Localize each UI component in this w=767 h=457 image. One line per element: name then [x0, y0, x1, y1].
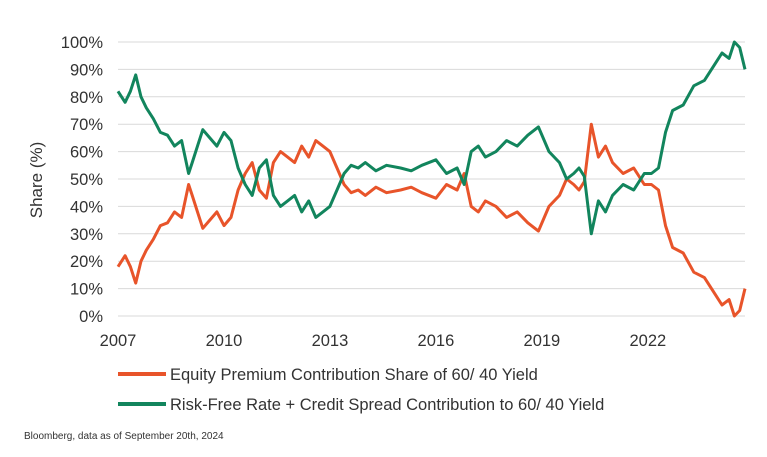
gridlines: [118, 41, 745, 317]
line-chart: 0%10%20%30%40%50%60%70%80%90%100% 2007 20…: [27, 34, 747, 350]
legend-swatch-orange: [118, 371, 166, 376]
y-tick-label: 10%: [70, 281, 103, 299]
y-tick-label: 70%: [70, 116, 103, 134]
x-tick-labels: 2007 2010 2013 2016 2019 2022: [100, 332, 667, 350]
y-tick-labels: 0% 10% 20% 30% 40% 50% 60% 70% 80% 90% 100%: [61, 34, 104, 326]
series-lines: [116, 40, 747, 318]
x-tick-label: 2019: [524, 332, 561, 350]
series-line-equity-premium: [116, 122, 747, 318]
legend-item-risk-free-rate: Risk-Free Rate + Credit Spread Contribut…: [118, 396, 604, 415]
y-tick-label: 0%: [79, 308, 103, 326]
y-axis-label: Share (%): [27, 142, 46, 219]
legend-label: Equity Premium Contribution Share of 60/…: [170, 366, 538, 384]
x-tick-label: 2013: [312, 332, 349, 350]
x-tick-label: 2010: [206, 332, 243, 350]
source-note: Bloomberg, data as of September 20th, 20…: [24, 431, 224, 442]
series-line-risk-free-rate: [116, 40, 747, 236]
legend-swatch-green: [118, 401, 166, 406]
y-tick-label: 100%: [61, 34, 104, 52]
legend-label: Risk-Free Rate + Credit Spread Contribut…: [170, 396, 605, 414]
x-tick-label: 2022: [629, 332, 666, 350]
y-tick-label: 90%: [70, 61, 103, 79]
y-tick-label: 60%: [70, 144, 103, 162]
y-tick-label: 30%: [70, 226, 103, 244]
x-tick-label: 2007: [100, 332, 137, 350]
y-tick-label: 40%: [70, 198, 103, 216]
legend-item-equity-premium: Equity Premium Contribution Share of 60/…: [118, 366, 538, 385]
y-tick-label: 50%: [70, 171, 103, 189]
y-tick-label: 20%: [70, 253, 103, 271]
x-tick-label: 2016: [418, 332, 455, 350]
y-tick-label: 80%: [70, 89, 103, 107]
